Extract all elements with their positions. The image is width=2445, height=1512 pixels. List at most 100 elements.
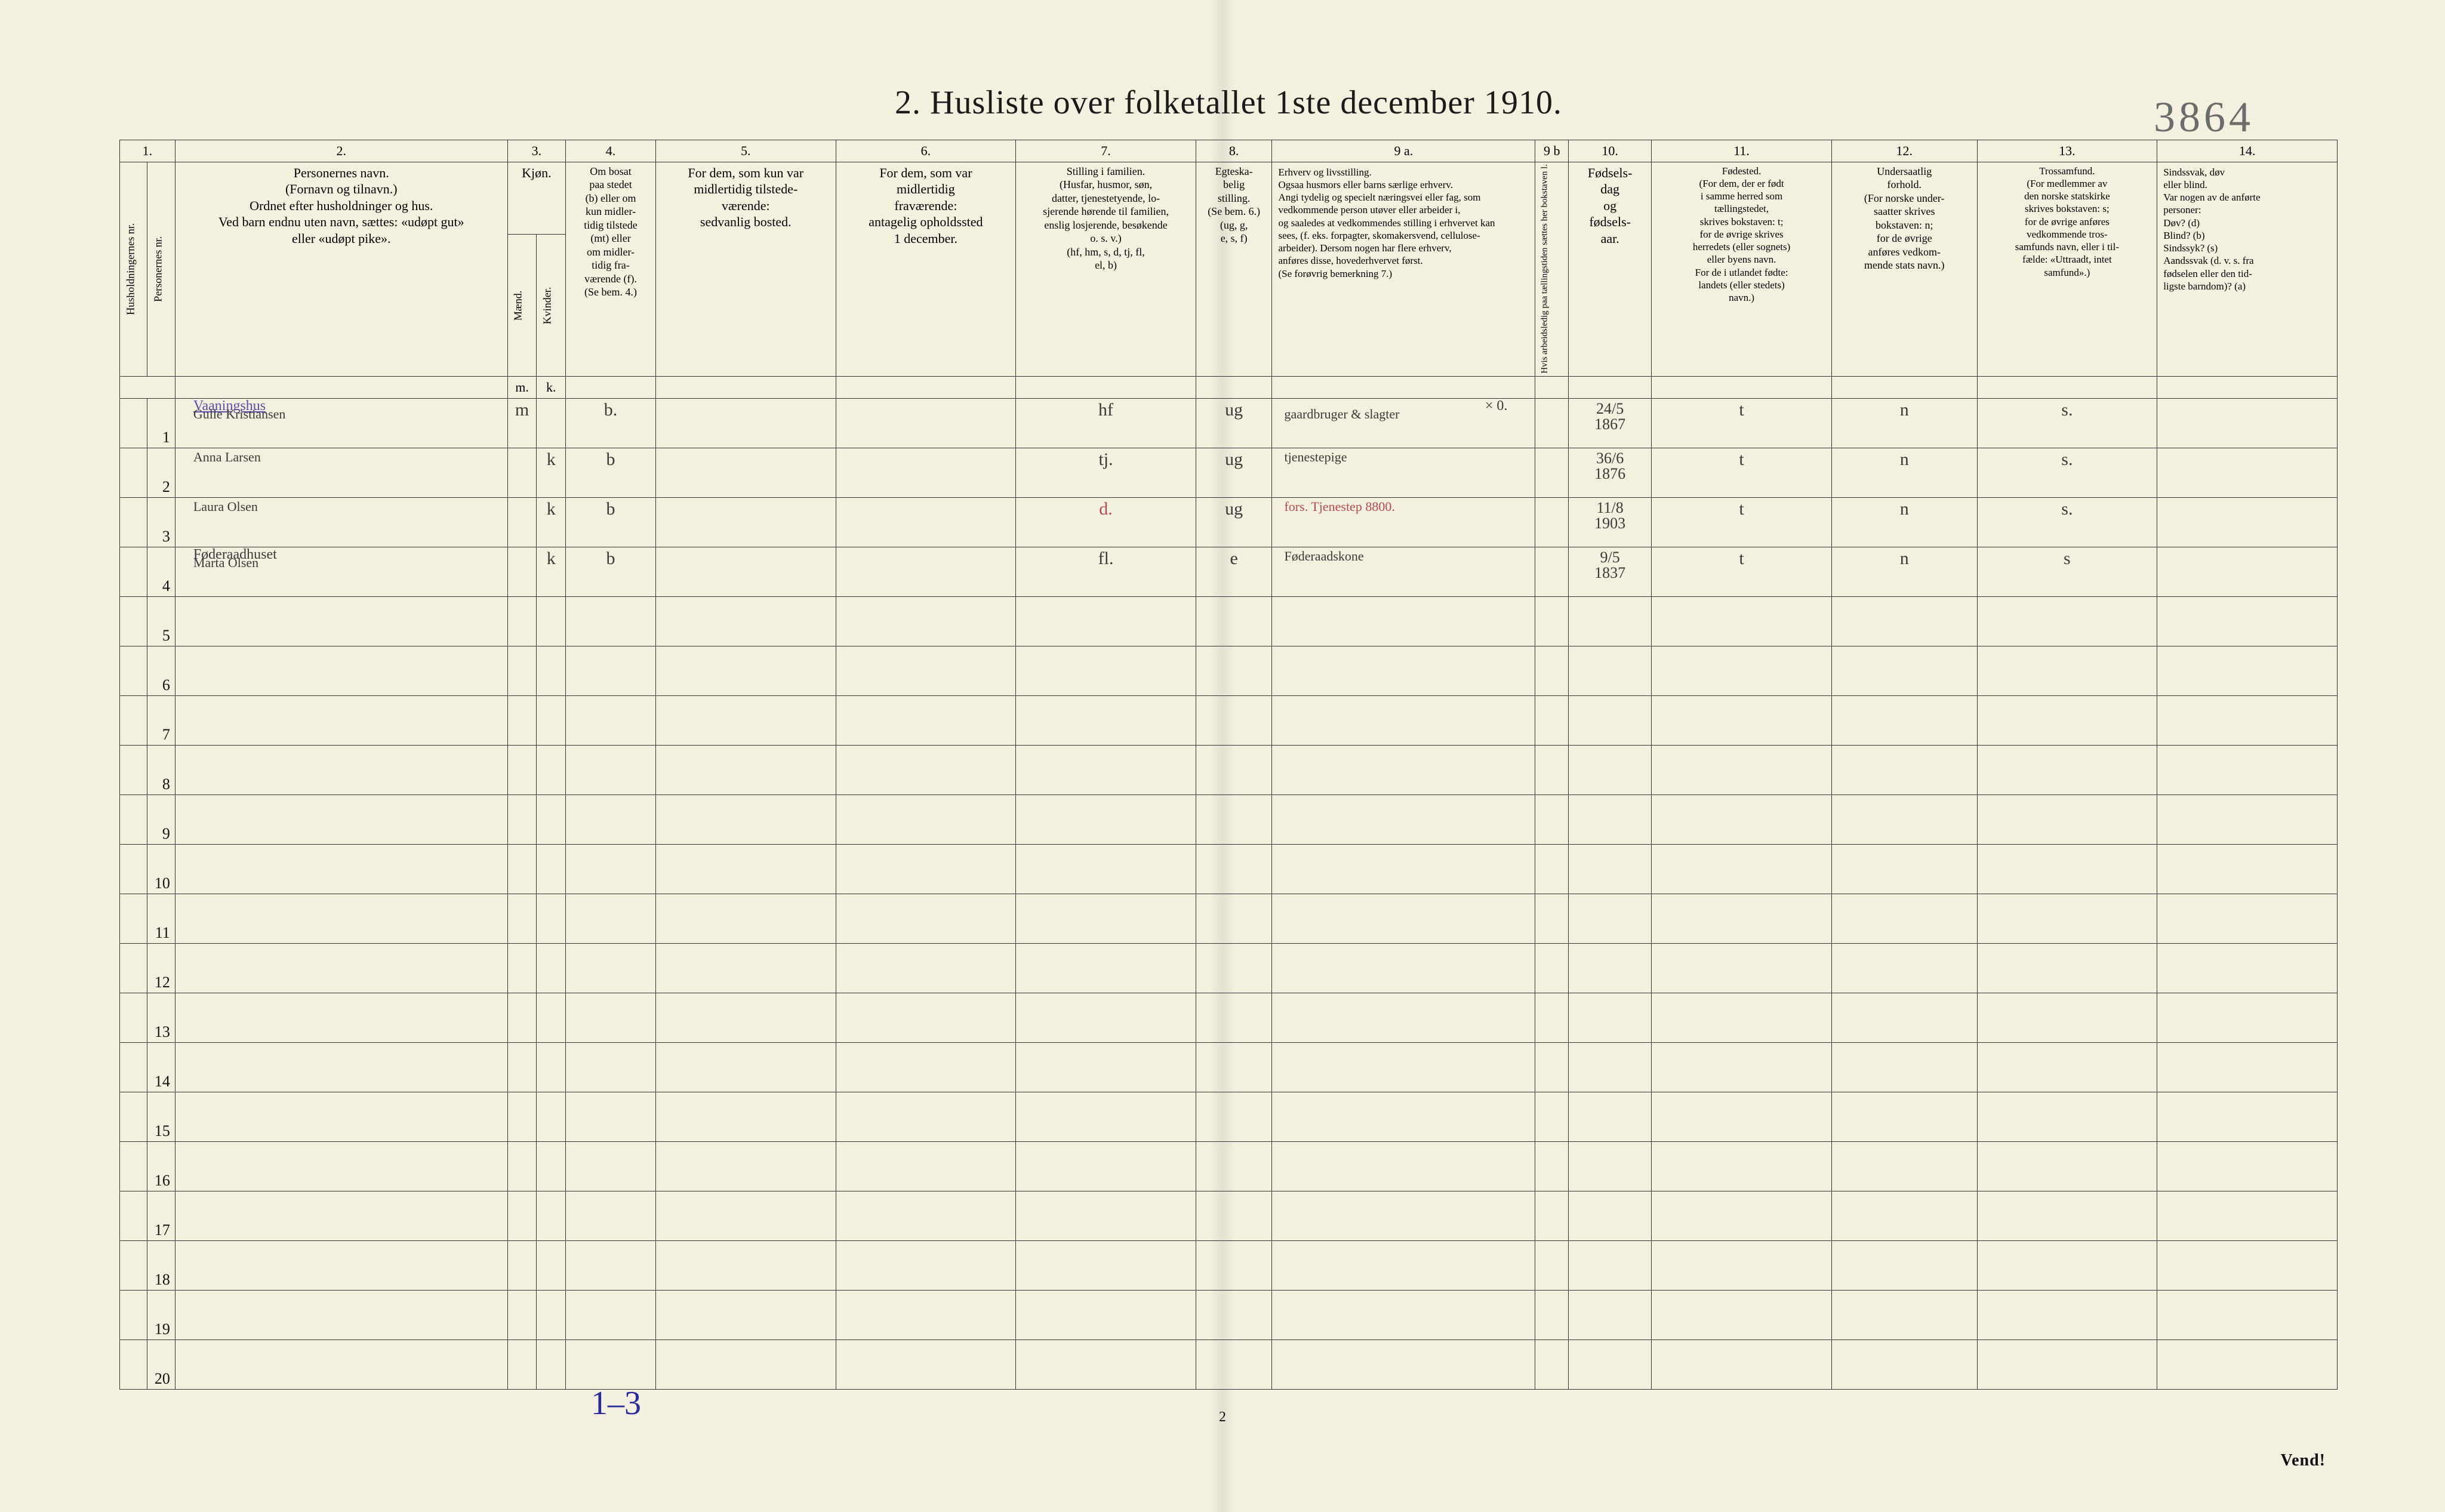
cell-household-nr: [120, 1290, 147, 1339]
cell-empty: [1569, 1141, 1652, 1191]
cell-birthplace: t: [1652, 497, 1832, 547]
cell-unemployed: [1535, 497, 1569, 547]
cell-empty: [1831, 596, 1977, 646]
cell-empty: [655, 745, 836, 795]
cell-col6: [836, 448, 1016, 497]
cell-person-nr: 10: [147, 844, 175, 894]
cell-empty: [1652, 1191, 1832, 1240]
cell-household-nr: [120, 1191, 147, 1240]
cell-person-nr: 16: [147, 1141, 175, 1191]
cell-marital: ug: [1196, 398, 1272, 448]
table-row-empty: 17: [120, 1191, 2338, 1240]
cell-empty: [836, 1141, 1016, 1191]
cell-empty: [1535, 1240, 1569, 1290]
cell-household-nr: [120, 1141, 147, 1191]
cell-empty: [1016, 993, 1196, 1042]
cell-empty: [1652, 1042, 1832, 1092]
cell-person-nr: 3: [147, 497, 175, 547]
table-row-empty: 19: [120, 1290, 2338, 1339]
cell-empty: [537, 795, 566, 844]
table-row-empty: 15: [120, 1092, 2338, 1141]
cell-col5: [655, 448, 836, 497]
cell-empty: [836, 745, 1016, 795]
colnum-9a: 9 a.: [1272, 140, 1535, 162]
cell-household-nr: [120, 398, 147, 448]
bottom-blue-annotation: 1–3: [591, 1384, 641, 1422]
cell-unemployed: [1535, 398, 1569, 448]
hdr-k-abbrev: k.: [537, 377, 566, 399]
hdr-birthplace: Fødested. (For dem, der er født i samme …: [1652, 162, 1832, 377]
cell-person-nr: 12: [147, 943, 175, 993]
cell-empty: [655, 1191, 836, 1240]
cell-occupation: Føderaadskone: [1272, 547, 1535, 596]
table-row: 1VaaningshusGulle Kristiansenmb.hfug× 0.…: [120, 398, 2338, 448]
hdr-temp-present: For dem, som kun var midlertidig tilsted…: [655, 162, 836, 377]
cell-empty: [1977, 1141, 2157, 1191]
cell-empty: [1016, 695, 1196, 745]
cell-male: [507, 448, 537, 497]
cell-empty: [1272, 1141, 1535, 1191]
cell-household-nr: [120, 448, 147, 497]
cell-empty: [537, 646, 566, 695]
cell-col5: [655, 398, 836, 448]
cell-empty: [1196, 1141, 1272, 1191]
cell-person-nr: 19: [147, 1290, 175, 1339]
cell-empty: [1831, 993, 1977, 1042]
cell-empty: [537, 943, 566, 993]
cell-empty: [1272, 844, 1535, 894]
cell-marital: ug: [1196, 448, 1272, 497]
cell-empty: [175, 1042, 507, 1092]
cell-empty: [566, 1141, 656, 1191]
cell-empty: [566, 646, 656, 695]
cell-empty: [537, 745, 566, 795]
cell-empty: [1977, 844, 2157, 894]
cell-empty: [1569, 646, 1652, 695]
cell-person-nr: 11: [147, 894, 175, 943]
cell-male: [507, 497, 537, 547]
cell-empty: [566, 1092, 656, 1141]
cell-empty: [1569, 1092, 1652, 1141]
cell-empty: [1569, 1240, 1652, 1290]
cell-empty: [1652, 695, 1832, 745]
cell-empty: [507, 844, 537, 894]
cell-empty: [1196, 1092, 1272, 1141]
cell-empty: [655, 943, 836, 993]
cell-empty: [1652, 1141, 1832, 1191]
cell-unemployed: [1535, 547, 1569, 596]
cell-empty: [1569, 844, 1652, 894]
cell-empty: [1535, 745, 1569, 795]
cell-empty: [1196, 993, 1272, 1042]
cell-empty: [2157, 1191, 2338, 1240]
cell-empty: [1831, 1141, 1977, 1191]
cell-empty: [1652, 894, 1832, 943]
cell-empty: [175, 646, 507, 695]
cell-empty: [1535, 646, 1569, 695]
cell-empty: [507, 745, 537, 795]
cell-empty: [1977, 596, 2157, 646]
cell-household-nr: [120, 993, 147, 1042]
cell-occupation: × 0.gaardbruger & slagter: [1272, 398, 1535, 448]
cell-occupation: tjenestepige: [1272, 448, 1535, 497]
cell-empty: [566, 795, 656, 844]
cell-empty: [1535, 894, 1569, 943]
cell-empty: [1977, 795, 2157, 844]
table-row-empty: 9: [120, 795, 2338, 844]
cell-empty: [1016, 1092, 1196, 1141]
cell-citizenship: n: [1831, 398, 1977, 448]
cell-empty: [1016, 1240, 1196, 1290]
cell-empty: [537, 1339, 566, 1389]
cell-empty: [566, 844, 656, 894]
cell-empty: [1652, 795, 1832, 844]
cell-empty: [537, 1191, 566, 1240]
cell-empty: [2157, 1092, 2338, 1141]
cell-empty: [175, 894, 507, 943]
cell-household-nr: [120, 1339, 147, 1389]
cell-empty: [2157, 795, 2338, 844]
cell-person-nr: 6: [147, 646, 175, 695]
cell-empty: [1016, 596, 1196, 646]
cell-empty: [537, 993, 566, 1042]
cell-empty: [566, 745, 656, 795]
cell-residence: b: [566, 547, 656, 596]
cell-empty: [1652, 596, 1832, 646]
cell-household-nr: [120, 1092, 147, 1141]
